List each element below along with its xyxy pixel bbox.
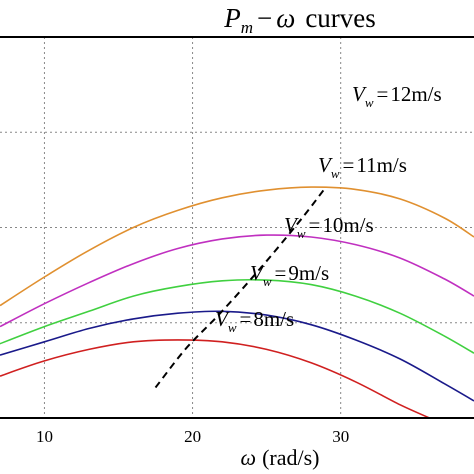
- series-line-12: [0, 186, 474, 307]
- series-lines: [0, 186, 474, 419]
- series-line-10: [0, 278, 474, 354]
- x-tick-label-30: 30: [332, 427, 349, 446]
- series-label-11: Vw =11m/s: [318, 153, 407, 181]
- series-label-10: Vw =10m/s: [284, 213, 374, 241]
- chart-title: Pm − ω curves: [223, 3, 376, 37]
- x-axis-label: ω (rad/s): [241, 445, 320, 470]
- series-line-8: [0, 339, 430, 419]
- title-power-symbol: P: [223, 3, 241, 33]
- x-axis-omega: ω: [241, 445, 257, 470]
- series-line-9: [0, 310, 474, 402]
- mppt-dashed-line: [154, 186, 327, 389]
- series-line-11: [0, 234, 474, 328]
- title-omega: ω: [276, 3, 295, 33]
- x-tick-labels: 10 20 30: [36, 427, 349, 446]
- title-rest: curves: [305, 3, 375, 33]
- title-minus: −: [257, 3, 272, 33]
- x-tick-label-20: 20: [184, 427, 201, 446]
- title-power-subscript: m: [241, 18, 253, 37]
- mppt-curve-group: [154, 186, 327, 389]
- series-label-12: Vw =12m/s: [352, 82, 442, 110]
- x-tick-label-10: 10: [36, 427, 53, 446]
- series-label-8: Vw =8m/s: [215, 307, 294, 335]
- x-axis-unit: (rad/s): [262, 445, 319, 470]
- series-labels: Vw =8m/s Vw =9m/s Vw =10m/s Vw =11m/s Vw =12m/s: [215, 82, 442, 335]
- series-label-9: Vw =9m/s: [250, 261, 329, 289]
- plot-frame-group: [0, 36, 474, 419]
